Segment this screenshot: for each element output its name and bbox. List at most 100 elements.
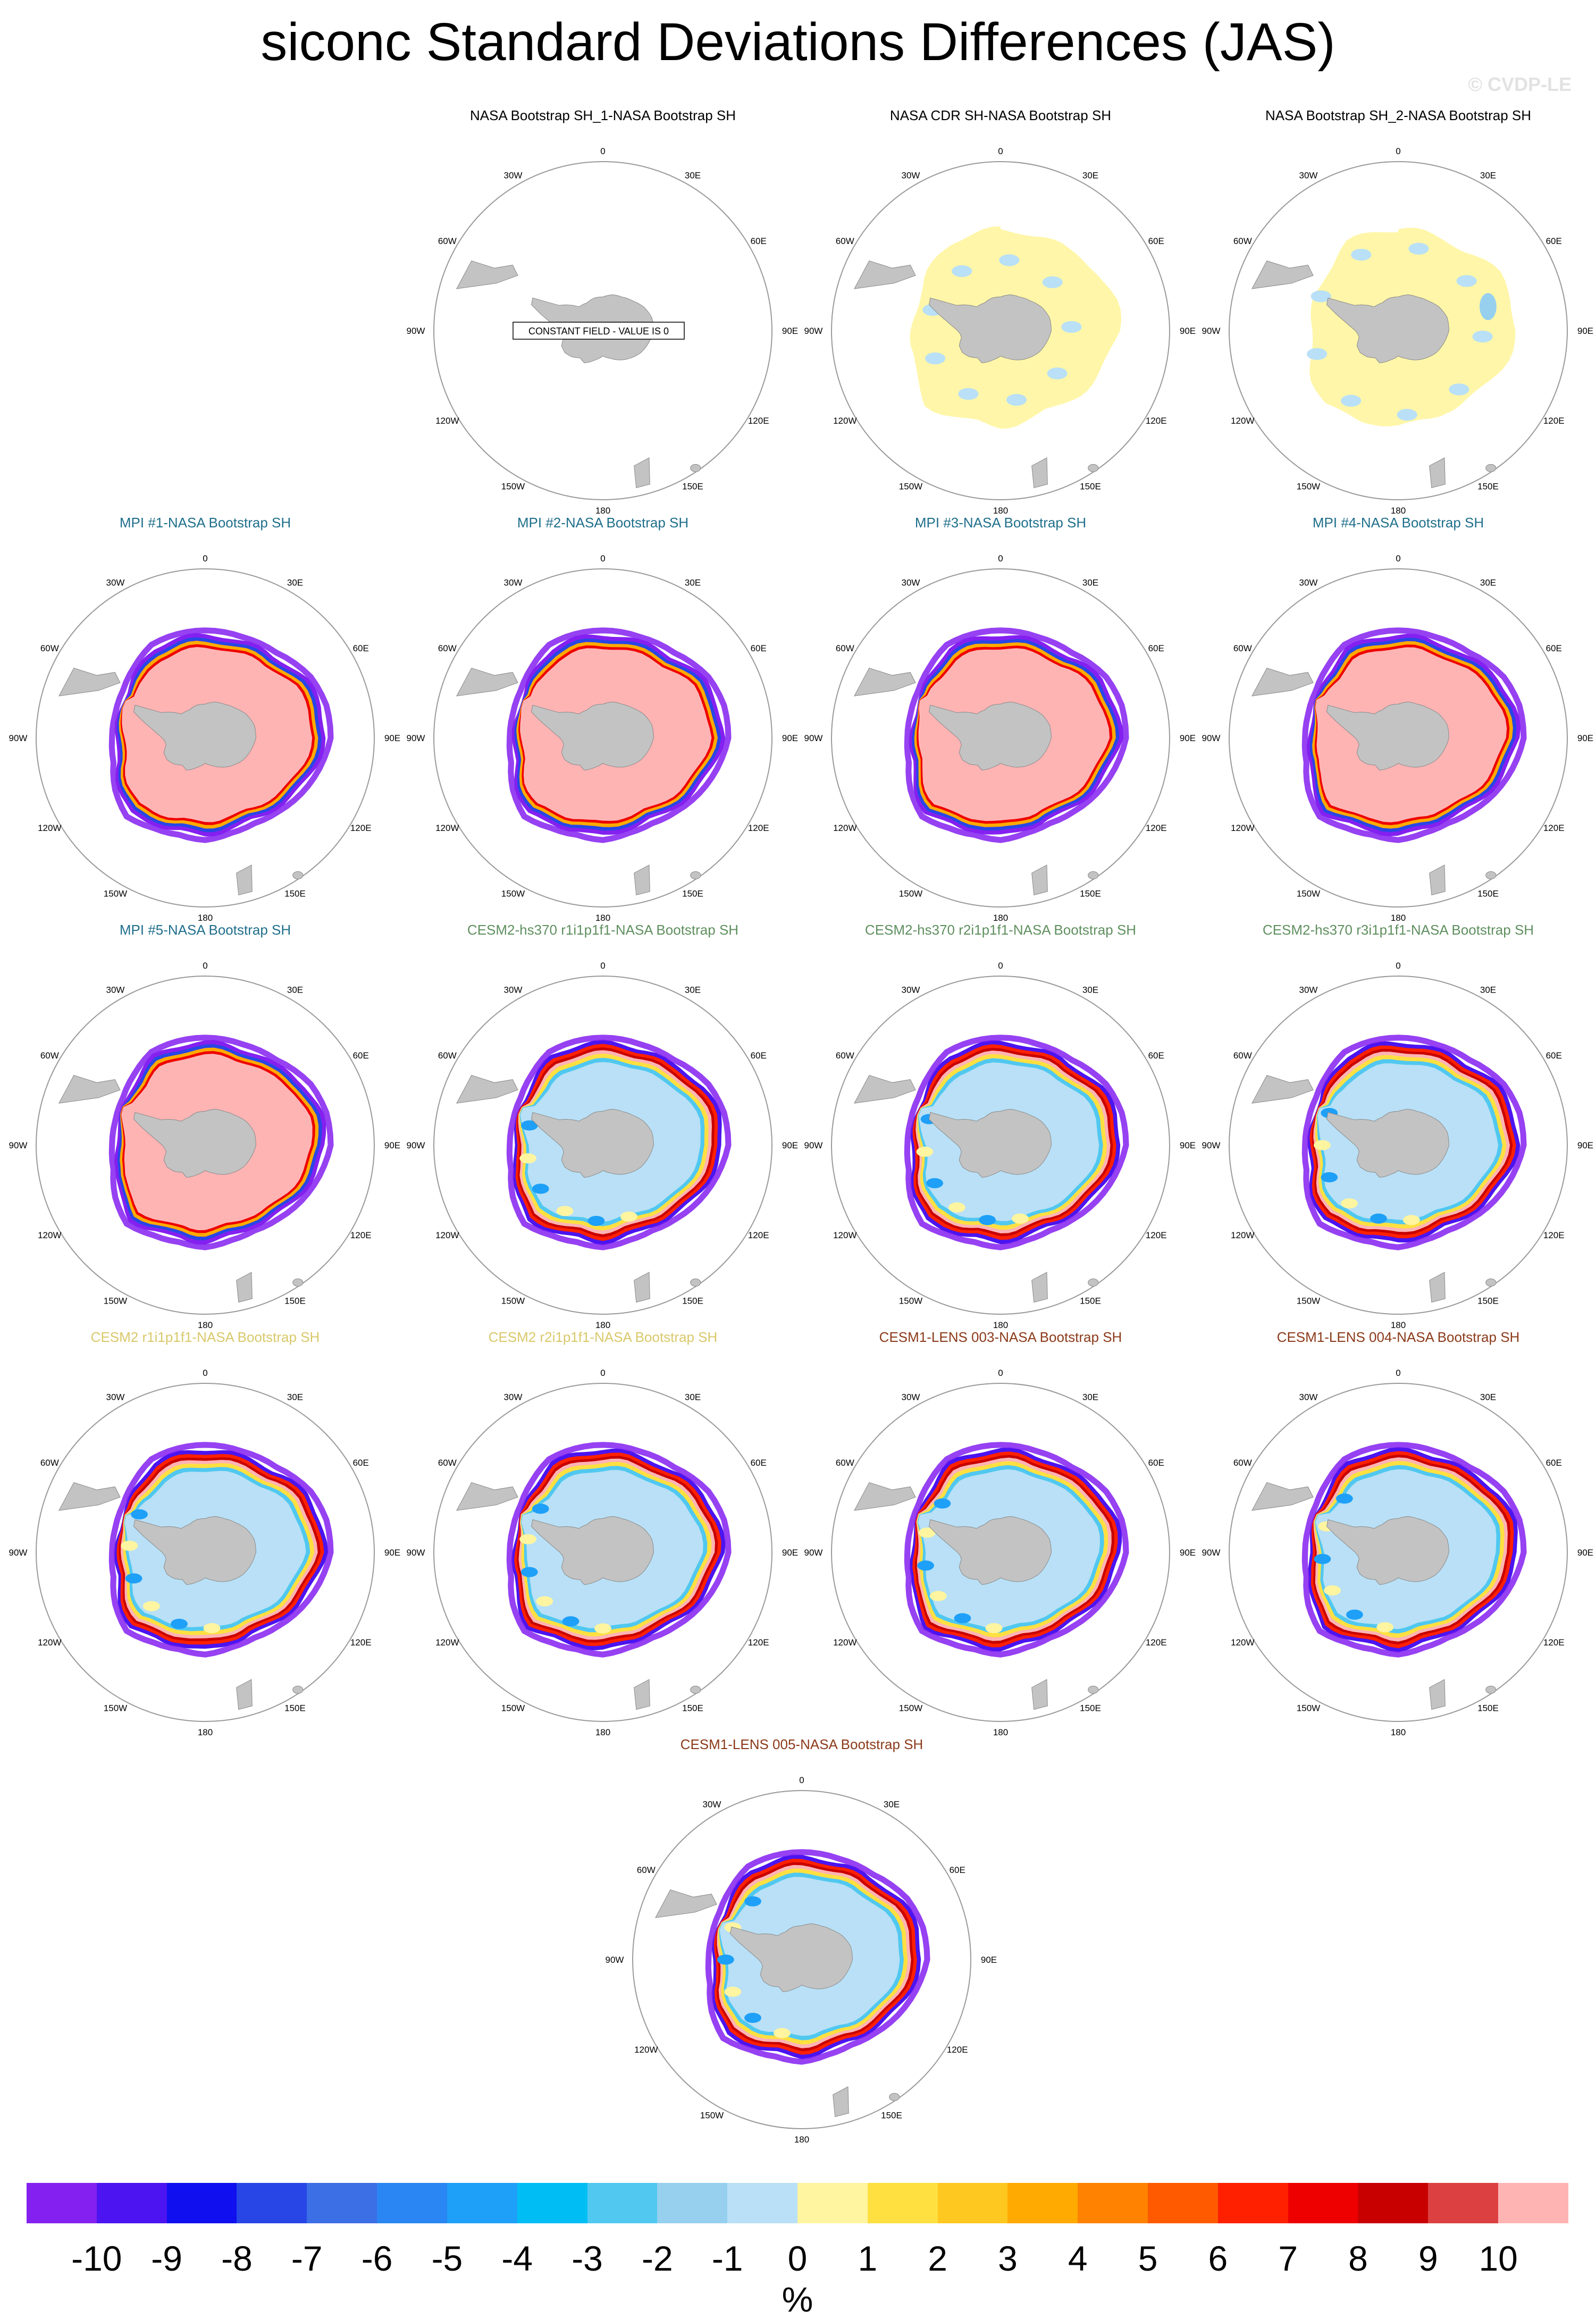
lon-label: 60E: [353, 1051, 369, 1061]
colorbar-tick-label: -10: [71, 2239, 122, 2278]
lon-label: 150E: [284, 889, 306, 899]
lon-label: 60W: [40, 1458, 59, 1468]
lon-label: 90W: [606, 1955, 624, 1965]
lon-label: 0: [1396, 146, 1400, 156]
colorbar-tick-label: 2: [928, 2239, 947, 2278]
lon-label: 30E: [1480, 1392, 1496, 1402]
lon-label: 30E: [1480, 985, 1496, 995]
colorbar: [27, 2183, 1568, 2223]
lon-label: 120W: [435, 416, 459, 426]
colorbar-units: %: [782, 2280, 813, 2319]
lon-label: 30E: [1082, 577, 1098, 587]
map-panel: NASA Bootstrap SH_2-NASA Bootstrap SH 0 30…: [1199, 106, 1596, 514]
polar-map: 0 30E 60E 90E 120E 150E 180 150W 120W 90W 60W 30W: [1202, 1368, 1594, 1735]
lon-label: 30E: [1082, 1392, 1098, 1402]
map-panel: CESM1-LENS 004-NASA Bootstrap SH 0 30E 60E 9…: [1199, 1328, 1596, 1735]
polar-map: 0 30E 60E 90E 120E 150E 180 150W 120W 90W 60W 30W: [1202, 146, 1594, 514]
colorbar-tick-label: -1: [711, 2239, 743, 2278]
panel-title: MPI #1-NASA Bootstrap SH: [119, 515, 291, 531]
panel-title: CESM2 r2i1p1f1-NASA Bootstrap SH: [488, 1329, 718, 1345]
polar-map: 0 30E 60E 90E 120E 150E 180 150W 120W 90W 60W 30W: [804, 1368, 1196, 1735]
lon-label: 60E: [1546, 643, 1562, 653]
lon-label: 60E: [1148, 643, 1164, 653]
colorbar-swatch: [937, 2183, 1008, 2223]
lon-label: 30E: [1480, 170, 1496, 180]
lon-label: 60W: [40, 643, 59, 653]
map-panel: MPI #4-NASA Bootstrap SH 0 30E 60E 90E 120E 15…: [1199, 514, 1596, 921]
lon-label: 90W: [407, 1548, 425, 1558]
lon-label: 30W: [703, 1799, 721, 1809]
panel-title: MPI #5-NASA Bootstrap SH: [119, 922, 291, 938]
map-panel: MPI #5-NASA Bootstrap SH 0 30E 60E 90E 120E 15…: [6, 921, 404, 1328]
polar-map: 0 30E 60E 90E 120E 150E 180 150W 120W 90W 60W 30W: [606, 1775, 997, 2142]
lon-label: 150W: [1297, 1296, 1320, 1306]
lon-label: 150E: [1080, 1296, 1101, 1306]
lon-label: 30W: [504, 985, 523, 995]
lon-label: 150W: [104, 1703, 127, 1713]
panel-title: CESM1-LENS 004-NASA Bootstrap SH: [1276, 1329, 1520, 1345]
lon-label: 120W: [833, 1230, 856, 1240]
lon-label: 0: [203, 1368, 207, 1378]
lon-label: 0: [203, 553, 207, 564]
colorbar-swatch: [1288, 2183, 1358, 2223]
panel-title: MPI #2-NASA Bootstrap SH: [517, 515, 689, 531]
panel-title: CESM2-hs370 r2i1p1f1-NASA Bootstrap SH: [864, 922, 1137, 938]
lon-label: 0: [1396, 553, 1400, 564]
lon-label: 30E: [287, 577, 303, 587]
lon-label: 30E: [287, 985, 303, 995]
lon-label: 0: [203, 961, 207, 971]
lon-label: 150W: [899, 482, 922, 492]
lon-label: 30W: [106, 577, 125, 587]
lon-label: 60E: [1546, 1051, 1562, 1061]
lon-label: 150E: [1477, 1296, 1499, 1306]
lon-label: 30W: [106, 985, 125, 995]
lon-label: 90E: [782, 326, 798, 336]
lon-label: 30W: [106, 1392, 125, 1402]
lon-label: 60W: [1233, 643, 1252, 653]
lon-label: 90W: [804, 326, 823, 336]
lon-label: 150E: [682, 1296, 703, 1306]
lon-label: 180: [1391, 913, 1406, 921]
colorbar-swatch: [1498, 2183, 1568, 2223]
lon-label: 180: [198, 913, 213, 921]
lon-label: 0: [600, 961, 605, 971]
panel-title: MPI #3-NASA Bootstrap SH: [914, 515, 1087, 531]
lon-label: 0: [1396, 961, 1400, 971]
lon-label: 90W: [804, 1140, 823, 1150]
lon-label: 30W: [504, 1392, 523, 1402]
lon-label: 60W: [836, 236, 854, 246]
polar-map: 0 30E 60E 90E 120E 150E 180 150W 120W 90W 60W 30W: [9, 1368, 401, 1735]
lon-label: 120E: [1146, 1230, 1167, 1240]
lon-label: 60E: [1148, 236, 1164, 246]
lon-label: 180: [794, 2135, 809, 2142]
lon-label: 30E: [884, 1799, 900, 1809]
lon-label: 180: [993, 913, 1008, 921]
lon-label: 120W: [833, 416, 856, 426]
panel-title: CESM2 r1i1p1f1-NASA Bootstrap SH: [90, 1329, 320, 1345]
lon-label: 150E: [1477, 1703, 1499, 1713]
colorbar-tick-label: -9: [151, 2239, 182, 2278]
lon-label: 120W: [833, 823, 856, 833]
polar-map: 0 30E 60E 90E 120E 150E 180 150W 120W 90W 60W 30W: [407, 1368, 799, 1735]
lon-label: 120W: [1231, 1230, 1254, 1240]
lon-label: 90W: [407, 1140, 425, 1150]
colorbar-swatch: [27, 2183, 97, 2223]
lon-label: 30W: [902, 985, 920, 995]
lon-label: 0: [1396, 1368, 1400, 1378]
lon-label: 120W: [435, 1230, 459, 1240]
lon-label: 30W: [1299, 1392, 1318, 1402]
lon-label: 120W: [833, 1637, 856, 1648]
colorbar-swatch: [727, 2183, 797, 2223]
lon-label: 30W: [902, 170, 920, 180]
lon-label: 120E: [748, 1230, 769, 1240]
lon-label: 120W: [435, 823, 459, 833]
lon-label: 120W: [634, 2045, 658, 2055]
lon-label: 120E: [350, 1637, 372, 1648]
colorbar-tick-label: -5: [431, 2239, 463, 2278]
polar-map: 0 30E 60E 90E 120E 150E 180 150W 120W 90W 60W 30W: [9, 553, 401, 921]
lon-label: 60E: [751, 1458, 767, 1468]
polar-map: 0 30E 60E 90E 120E 150E 180 150W 120W 90W 60W 30W: [407, 553, 799, 921]
colorbar-swatch: [1007, 2183, 1078, 2223]
lon-label: 120E: [1543, 1637, 1565, 1648]
lon-label: 150E: [881, 2111, 902, 2121]
